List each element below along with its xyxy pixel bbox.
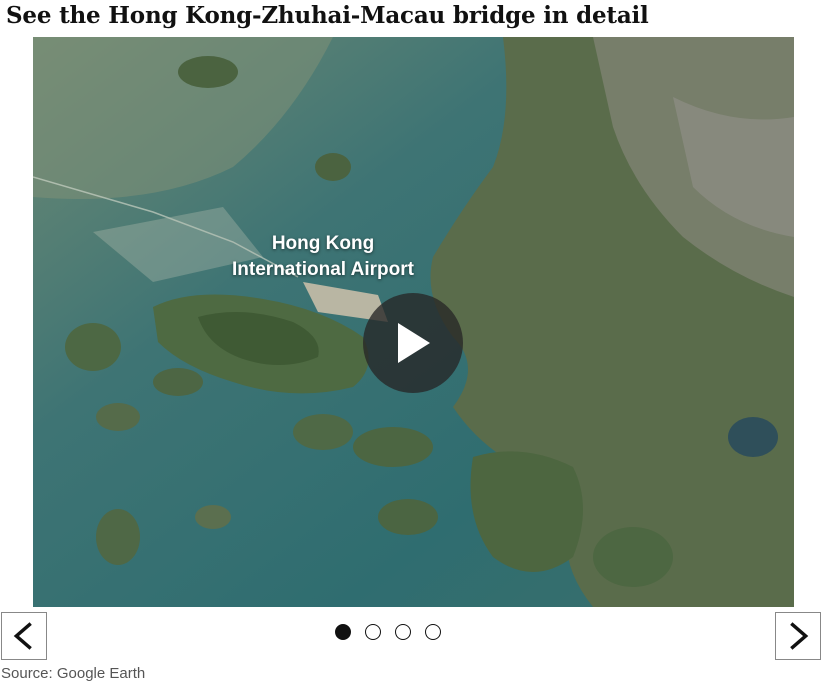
satellite-video[interactable]: Hong Kong International Airport xyxy=(33,37,794,607)
slide-dot-3[interactable] xyxy=(395,624,411,640)
satellite-map-image xyxy=(33,37,794,607)
next-slide-button[interactable] xyxy=(775,612,821,660)
slide-dot-4[interactable] xyxy=(425,624,441,640)
image-source-credit: Source: Google Earth xyxy=(1,665,146,682)
chevron-right-icon xyxy=(790,622,809,650)
airport-map-label: Hong Kong International Airport xyxy=(223,231,423,283)
slide-dot-1[interactable] xyxy=(335,624,351,640)
slide-indicators xyxy=(335,624,441,640)
map-label-line: International Airport xyxy=(232,259,414,280)
previous-slide-button[interactable] xyxy=(1,612,47,660)
slide-dot-2[interactable] xyxy=(365,624,381,640)
map-label-line: Hong Kong xyxy=(271,233,375,254)
chevron-left-icon xyxy=(13,622,32,650)
play-button[interactable] xyxy=(363,293,463,393)
page-title: See the Hong Kong-Zhuhai-Macau bridge in… xyxy=(6,2,649,29)
play-icon xyxy=(398,323,430,363)
